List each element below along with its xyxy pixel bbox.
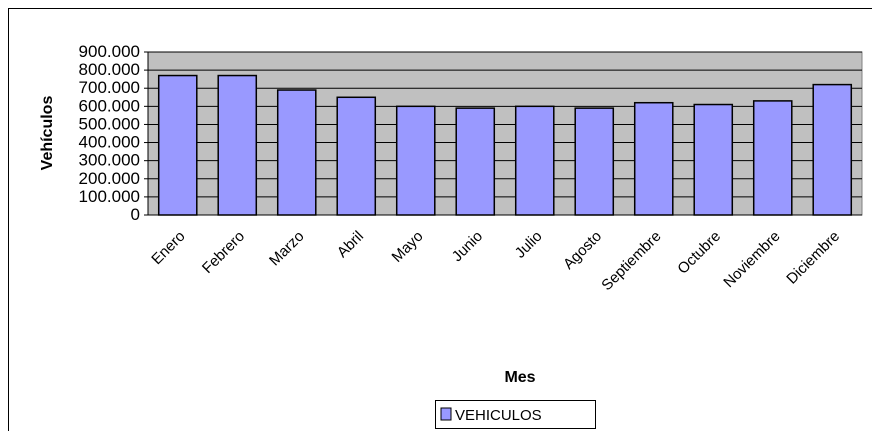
y-tick-label: 300.000 <box>79 151 140 170</box>
bar <box>217 74 258 216</box>
bar <box>633 101 674 216</box>
bar <box>693 103 734 216</box>
y-tick-label: 800.000 <box>79 60 140 79</box>
bar <box>395 105 436 216</box>
y-tick-label: 200.000 <box>79 169 140 188</box>
y-tick-label: 600.000 <box>79 96 140 115</box>
bar <box>336 96 377 216</box>
y-tick-label: 700.000 <box>79 78 140 97</box>
legend-label: VEHICULOS <box>455 407 542 424</box>
y-tick-label: 500.000 <box>79 114 140 133</box>
bar <box>812 83 853 216</box>
legend-swatch <box>440 407 452 421</box>
bar <box>752 100 793 216</box>
legend-box <box>435 400 596 429</box>
bar <box>157 74 198 216</box>
y-tick-label: 400.000 <box>79 133 140 152</box>
y-axis-label: Vehículos <box>39 96 56 171</box>
y-tick-label: 0 <box>131 205 140 224</box>
bar <box>276 89 317 216</box>
bar <box>514 105 555 216</box>
x-axis-label: Mes <box>504 369 535 386</box>
y-tick-label: 900.000 <box>79 42 140 61</box>
plot-area <box>147 51 863 216</box>
bar <box>574 107 615 216</box>
y-tick-label: 100.000 <box>79 187 140 206</box>
bar <box>455 107 496 216</box>
